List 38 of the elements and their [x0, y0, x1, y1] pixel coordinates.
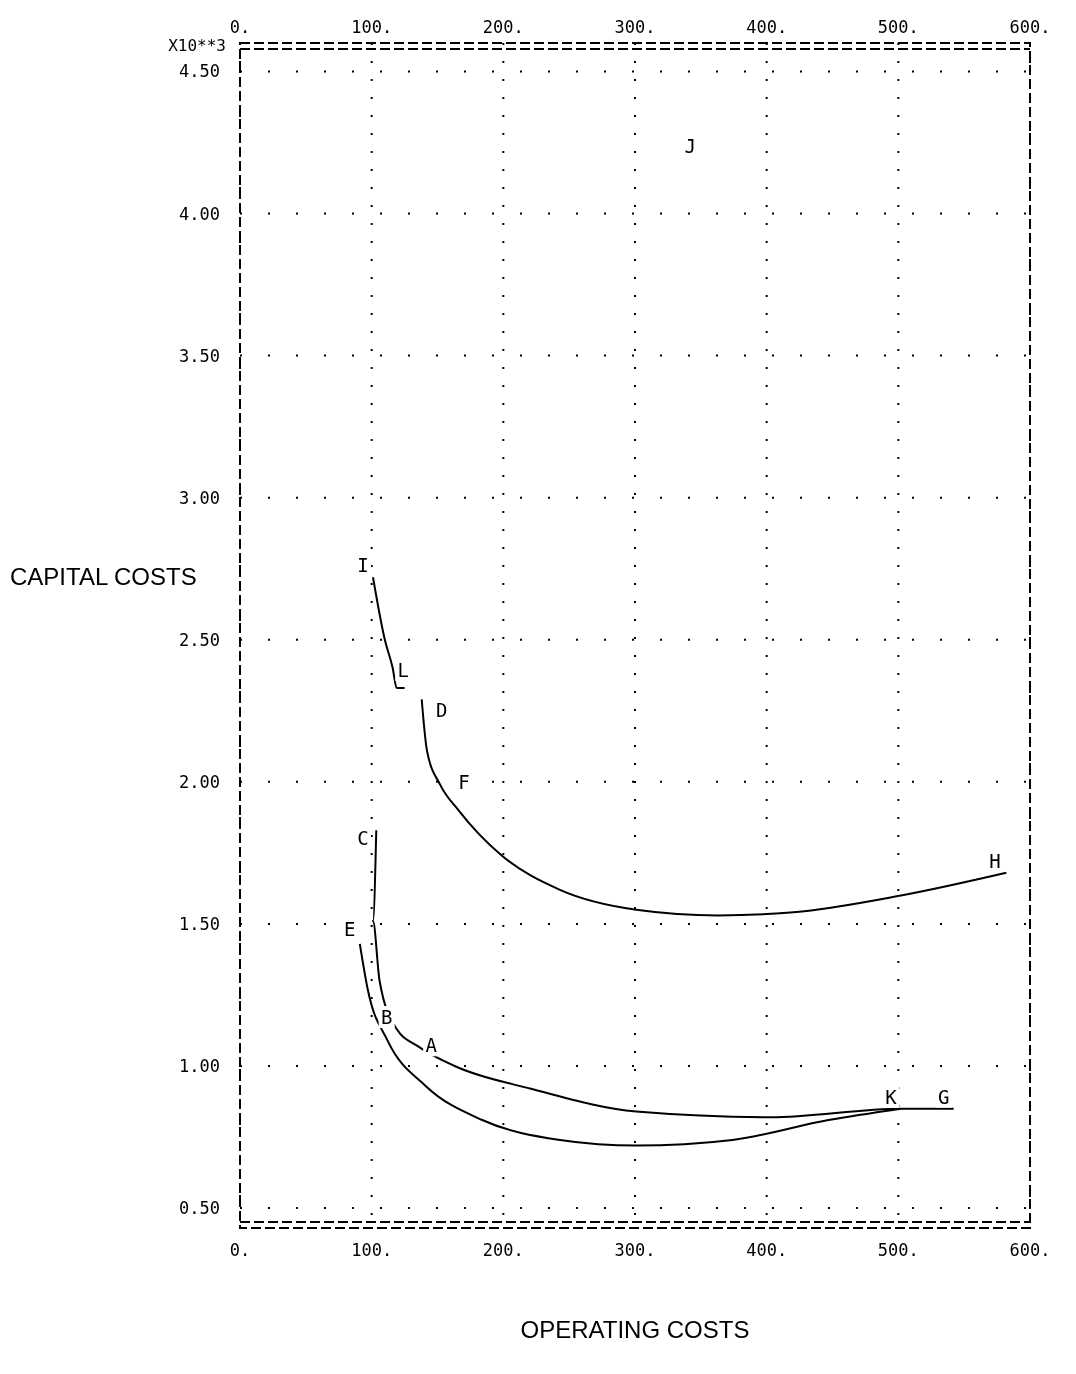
y-tick-label: 0.50	[179, 1198, 220, 1219]
y-tick-label: 4.00	[179, 203, 220, 224]
annotation: H	[989, 849, 1001, 872]
annotation: K	[885, 1085, 898, 1108]
annotation: E	[344, 917, 356, 940]
annotation: A	[425, 1034, 438, 1057]
annotation: J	[684, 135, 697, 157]
annotation: F	[458, 771, 470, 794]
x2-tick-label: 200.	[482, 1240, 524, 1260]
y-tick-label: 3.00	[179, 487, 220, 508]
y-tick-label: 3.50	[179, 345, 220, 366]
x-tick-label: 100.	[351, 17, 393, 37]
x-axis-title: OPERATING COSTS	[520, 1316, 750, 1343]
x2-tick-label: 100.	[351, 1240, 393, 1260]
x2-tick-label: 600.	[1009, 1240, 1051, 1260]
x2-tick-label: 500.	[877, 1240, 919, 1260]
y-tick-label: 1.00	[179, 1056, 220, 1077]
x-tick-label: 200.	[482, 17, 524, 37]
annotation: G	[937, 1085, 950, 1108]
x-tick-label: 400.	[746, 17, 788, 37]
text: X10**3	[168, 36, 226, 55]
y-tick-label: 2.50	[179, 629, 220, 650]
y-tick-label: 1.50	[179, 913, 220, 934]
x-tick-label: 600.	[1009, 17, 1051, 37]
y-tick-label: 4.50	[179, 61, 220, 82]
x2-tick-label: 0.	[229, 1240, 251, 1260]
annotation: I	[357, 554, 369, 577]
x2-tick-label: 300.	[614, 1240, 656, 1260]
annotation: D	[435, 698, 448, 721]
annotation: L	[397, 659, 409, 682]
annotation: C	[357, 827, 369, 850]
x2-tick-label: 400.	[746, 1240, 788, 1260]
y-tick-label: 2.00	[179, 771, 220, 792]
y-axis-title: CAPITAL COSTS	[10, 563, 197, 590]
annotation: B	[380, 1006, 393, 1029]
x-tick-label: 0.	[229, 17, 251, 37]
x-tick-label: 500.	[877, 17, 919, 37]
x-tick-label: 300.	[614, 17, 656, 37]
